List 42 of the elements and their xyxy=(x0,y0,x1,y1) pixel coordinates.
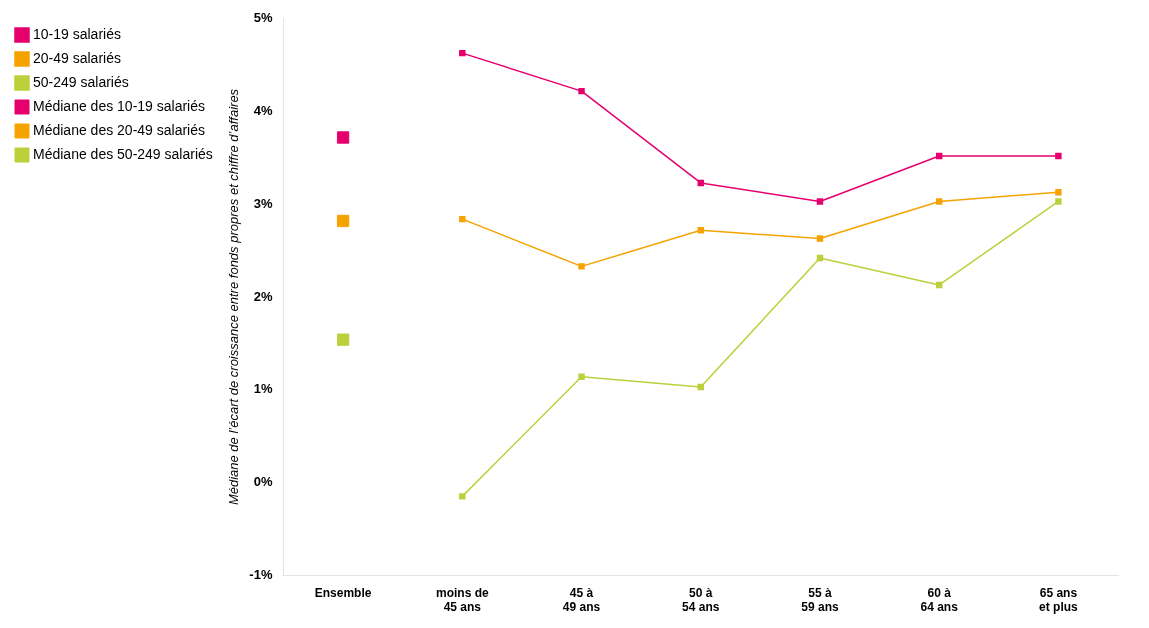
point xyxy=(816,254,824,262)
x-tick-label: moins de 45 ans xyxy=(435,585,489,615)
y-tick-label: 5% xyxy=(253,10,273,26)
x-tick-label: Ensemble xyxy=(314,585,372,600)
y-axis-title: Médiane de l’écart de croissance entre fonds propres et chiffre d’affaires xyxy=(226,88,242,506)
point xyxy=(578,263,585,270)
y-tick-label: -1% xyxy=(249,566,273,582)
point xyxy=(459,49,466,57)
point xyxy=(459,493,466,500)
point xyxy=(816,235,824,242)
y-tick-label: 4% xyxy=(253,103,273,119)
point xyxy=(935,152,943,160)
legend-label: Médiane des 20-49 salariés xyxy=(33,121,205,138)
point xyxy=(336,333,350,346)
point xyxy=(816,198,824,205)
x-tick-label: 60 à 64 ans xyxy=(920,585,959,615)
point xyxy=(697,227,704,234)
point xyxy=(1055,152,1062,160)
legend-label: 50-249 salariés xyxy=(33,73,129,90)
point xyxy=(336,131,350,144)
y-tick-label: 0% xyxy=(253,474,273,490)
y-tick-label: 3% xyxy=(253,195,273,211)
y-tick-label: 1% xyxy=(253,381,273,397)
x-tick-label: 50 à 54 ans xyxy=(682,585,720,615)
point xyxy=(935,198,943,205)
legend-label: 20-49 salariés xyxy=(33,49,121,66)
point xyxy=(935,281,943,289)
point xyxy=(1055,188,1062,196)
point xyxy=(578,87,585,95)
point xyxy=(697,179,704,187)
x-tick-label: 65 ans et plus xyxy=(1039,585,1079,615)
legend-label: Médiane des 50-249 salariés xyxy=(33,145,213,162)
point xyxy=(578,373,585,380)
legend-label: Médiane des 10-19 salariés xyxy=(33,97,205,114)
x-tick-label: 55 à 59 ans xyxy=(801,585,839,615)
point xyxy=(1055,198,1062,205)
point xyxy=(459,215,466,223)
legend-label: 10-19 salariés xyxy=(33,25,121,42)
y-tick-label: 2% xyxy=(253,288,273,304)
x-tick-label: 45 à 49 ans xyxy=(562,585,601,615)
point xyxy=(336,214,350,228)
point xyxy=(697,383,704,391)
